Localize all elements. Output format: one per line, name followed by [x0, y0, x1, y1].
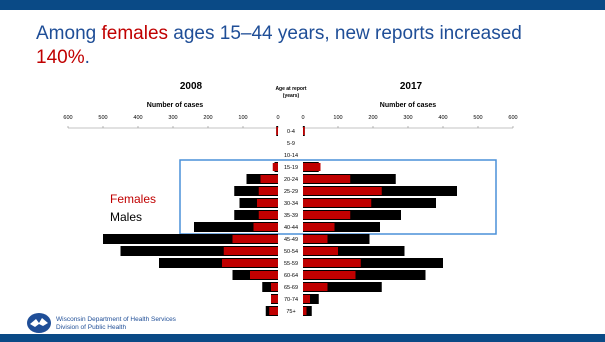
bar-male-2017-40-44 — [303, 222, 380, 232]
bar-female-2017-55-59 — [303, 259, 361, 267]
bar-female-2008-35-39 — [258, 211, 278, 219]
bar-male-2008-25-29 — [234, 186, 278, 196]
bar-male-2017-75+ — [303, 306, 312, 316]
bar-male-2008-35-39 — [234, 210, 278, 220]
bar-male-2017-65-69 — [303, 282, 382, 292]
title-highlight-percent: 140% — [36, 47, 85, 68]
age-label-70-74: 70-74 — [284, 297, 298, 303]
age-label-65-69: 65-69 — [284, 285, 298, 291]
bar-male-2008-40-44 — [194, 222, 278, 232]
org-name: Wisconsin Department of Health Services … — [56, 316, 176, 332]
bar-female-2008-55-59 — [222, 259, 278, 267]
age-label-30-34: 30-34 — [284, 201, 298, 207]
age-label-50-54: 50-54 — [284, 249, 298, 255]
bar-female-2017-25-29 — [303, 187, 382, 195]
bar-female-2008-30-34 — [257, 199, 278, 207]
age-label-40-44: 40-44 — [284, 225, 298, 231]
bar-female-2017-70-74 — [303, 295, 310, 303]
bar-female-2008-40-44 — [253, 223, 278, 231]
bar-male-2008-50-54 — [120, 246, 278, 256]
x-tick-label-right: 200 — [368, 115, 377, 121]
org-line-1: Wisconsin Department of Health Services — [56, 316, 176, 323]
slide-title: Among females ages 15–44 years, new repo… — [36, 23, 522, 68]
bar-female-2017-20-24 — [303, 175, 351, 183]
x-tick-label-left: 600 — [63, 115, 72, 121]
x-tick-label-left: 400 — [133, 115, 142, 121]
bar-female-2017-65-69 — [303, 283, 328, 291]
legend-males: Males — [110, 210, 143, 224]
bar-male-2017-45-49 — [303, 234, 370, 244]
x-tick-label-right: 100 — [333, 115, 342, 121]
x-axis-label-right: Number of cases — [380, 102, 437, 109]
bar-male-2017-60-64 — [303, 270, 426, 280]
age-label-55-59: 55-59 — [284, 261, 298, 267]
bar-female-2017-60-64 — [303, 271, 356, 279]
bar-female-2017-35-39 — [303, 211, 351, 219]
age-label-5-9: 5-9 — [287, 141, 295, 147]
legend-females: Females — [110, 192, 157, 206]
x-tick-label-right: 0 — [301, 115, 304, 121]
year-label-right: 2017 — [400, 81, 423, 92]
age-label-20-24: 20-24 — [284, 177, 298, 183]
bar-female-2008-15-19 — [272, 163, 278, 171]
x-tick-label-left: 100 — [238, 115, 247, 121]
bar-female-2008-45-49 — [232, 235, 278, 243]
title-highlight-females: females — [101, 23, 169, 44]
age-label-25-29: 25-29 — [284, 189, 298, 195]
x-tick-label-left: 500 — [98, 115, 107, 121]
x-tick-label-left: 0 — [276, 115, 279, 121]
bar-female-2008-65-69 — [271, 283, 278, 291]
title-bar — [0, 0, 605, 10]
bar-female-2017-50-54 — [303, 247, 338, 255]
bar-male-2017-35-39 — [303, 210, 401, 220]
chart-bars — [103, 126, 457, 316]
wisconsin-dhs-logo-icon — [27, 313, 51, 333]
bar-male-2008-65-69 — [262, 282, 278, 292]
bar-female-2017-45-49 — [303, 235, 328, 243]
bar-female-2017-15-19 — [303, 163, 321, 171]
x-tick-label-right: 400 — [438, 115, 447, 121]
bar-male-2008-55-59 — [159, 258, 278, 268]
age-label-60-64: 60-64 — [284, 273, 298, 279]
x-tick-label-right: 300 — [403, 115, 412, 121]
bar-male-2008-45-49 — [103, 234, 278, 244]
bar-female-2008-50-54 — [223, 247, 278, 255]
x-tick-label-right: 500 — [473, 115, 482, 121]
center-label-line-2: (years) — [283, 93, 300, 99]
x-axis-label-left: Number of cases — [147, 102, 204, 109]
age-label-0-4: 0-4 — [287, 129, 295, 135]
bar-male-2017-70-74 — [303, 294, 319, 304]
bar-female-2008-60-64 — [250, 271, 278, 279]
bar-male-2017-50-54 — [303, 246, 405, 256]
age-label-10-14: 10-14 — [284, 153, 298, 159]
x-tick-label-left: 200 — [203, 115, 212, 121]
bar-female-2017-0-4 — [303, 127, 305, 135]
bar-female-2008-70-74 — [271, 295, 278, 303]
bar-female-2017-40-44 — [303, 223, 335, 231]
age-label-35-39: 35-39 — [284, 213, 298, 219]
bar-female-2008-75+ — [269, 307, 278, 315]
bar-female-2017-75+ — [303, 307, 307, 315]
bar-female-2008-20-24 — [260, 175, 278, 183]
footer-bar — [0, 334, 605, 342]
age-label-15-19: 15-19 — [284, 165, 298, 171]
bar-female-2008-25-29 — [258, 187, 278, 195]
year-label-left: 2008 — [180, 81, 203, 92]
chart-labels: 2008 2017 Age at report(years) Number of ca… — [63, 81, 517, 315]
age-label-45-49: 45-49 — [284, 237, 298, 243]
age-label-75+: 75+ — [286, 309, 295, 315]
bar-female-2008-0-4 — [276, 127, 278, 135]
org-line-2: Division of Public Health — [56, 324, 127, 331]
x-tick-label-left: 300 — [168, 115, 177, 121]
x-tick-label-right: 600 — [508, 115, 517, 121]
bar-male-2017-55-59 — [303, 258, 443, 268]
bar-female-2017-30-34 — [303, 199, 372, 207]
center-label-line-1: Age at report — [275, 86, 306, 92]
